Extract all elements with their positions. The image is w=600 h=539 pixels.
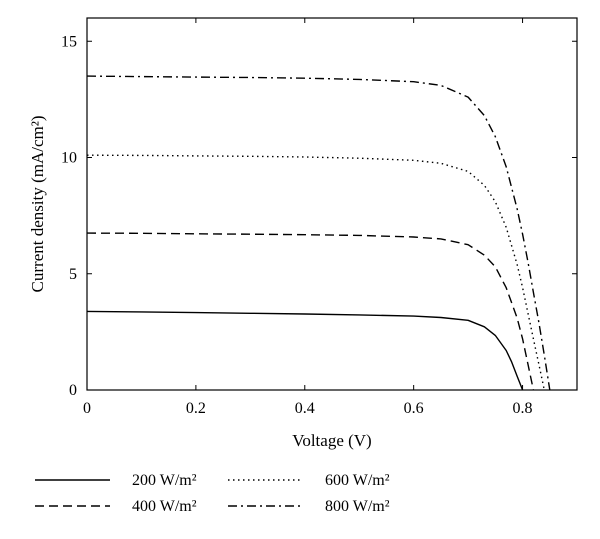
series-line <box>86 232 535 391</box>
y-tick-label: 10 <box>61 150 77 167</box>
y-tick-label: 15 <box>61 33 77 50</box>
x-axis-ticks: 0 0.2 0.4 0.6 0.8 <box>83 18 533 417</box>
x-tick-label: 0.8 <box>513 400 533 417</box>
x-tick-label: 0.2 <box>186 400 206 417</box>
legend-label: 800 W/m² <box>325 498 390 515</box>
x-axis-title: Voltage (V) <box>292 431 371 450</box>
series-line <box>86 75 551 391</box>
y-axis-ticks: 0 5 10 15 <box>61 33 577 399</box>
legend-label: 400 W/m² <box>132 498 197 515</box>
y-tick-label: 0 <box>69 382 77 399</box>
series-line <box>86 154 545 391</box>
series-line <box>86 310 524 391</box>
legend-label: 600 W/m² <box>325 472 390 489</box>
legend-label: 200 W/m² <box>132 472 197 489</box>
x-tick-label: 0.4 <box>295 400 315 417</box>
y-axis-title: Current density (mA/cm²) <box>28 116 47 293</box>
plot-frame <box>86 17 578 391</box>
y-tick-label: 5 <box>69 266 77 283</box>
legend: 200 W/m² 400 W/m² 600 W/m² 800 W/m² <box>35 472 390 515</box>
x-tick-label: 0 <box>83 400 91 417</box>
plot-marks <box>86 75 551 391</box>
x-tick-label: 0.6 <box>404 400 424 417</box>
